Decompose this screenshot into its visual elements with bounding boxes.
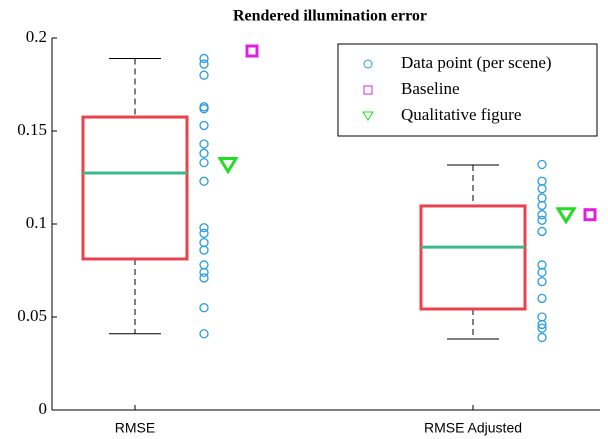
data-point [537, 184, 547, 194]
data-point [199, 267, 209, 278]
data-point [537, 319, 547, 330]
data-point [537, 267, 547, 278]
box [81, 115, 189, 261]
data-point [199, 59, 209, 69]
data-point [199, 228, 209, 238]
data-point [199, 120, 209, 131]
data-point [537, 215, 547, 225]
data-point [537, 293, 547, 304]
data-point [199, 70, 209, 80]
y-tick-label: 0.2 [26, 27, 47, 46]
data-point [199, 53, 209, 64]
x-tick-label: RMSE Adjusted [424, 420, 522, 436]
data-point [199, 104, 209, 114]
x-tick-label: RMSE [115, 420, 155, 436]
legend-label: Data point (per scene) [401, 53, 552, 72]
data-point [199, 139, 209, 149]
data-point [199, 148, 209, 158]
legend-box [337, 43, 598, 137]
legend-label: Baseline [401, 79, 460, 98]
y-tick-label: 0 [39, 399, 48, 418]
data-point [537, 159, 547, 170]
y-tick-label: 0.1 [26, 213, 47, 232]
chart-title: Rendered illumination error [233, 8, 427, 25]
legend-marker [363, 85, 373, 95]
data-point [537, 277, 547, 287]
data-point [537, 332, 547, 343]
y-tick-label: 0.05 [17, 306, 47, 325]
data-point [199, 273, 209, 283]
data-point [199, 176, 209, 186]
data-point [199, 329, 209, 339]
data-point [199, 223, 209, 233]
data-point [537, 200, 547, 211]
legend-marker [362, 111, 374, 121]
qualitative-marker [555, 207, 577, 225]
data-point [199, 303, 209, 313]
y-tick-label: 0.15 [17, 120, 47, 139]
data-point [537, 226, 547, 237]
legend-marker [363, 59, 373, 69]
data-point [537, 323, 547, 333]
box [419, 204, 527, 311]
baseline-marker [245, 44, 259, 58]
data-point [537, 210, 547, 220]
legend-label: Qualitative figure [401, 105, 521, 124]
data-point [199, 157, 209, 168]
qualitative-marker [217, 156, 239, 175]
data-point [199, 245, 209, 255]
baseline-marker [583, 208, 597, 222]
